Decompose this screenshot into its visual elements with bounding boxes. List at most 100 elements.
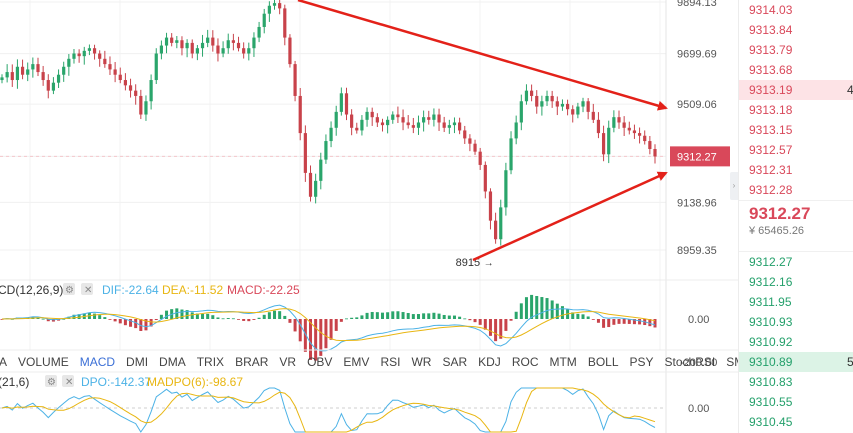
candle-body	[571, 109, 575, 115]
ask-row[interactable]: 9313.18	[739, 100, 853, 120]
settings-icon[interactable]	[45, 375, 57, 387]
macd-bar	[93, 313, 97, 319]
candle-body	[293, 64, 297, 96]
macd-bar	[370, 311, 374, 319]
candle-body	[72, 53, 76, 59]
ask-row[interactable]: 9312.57	[739, 140, 853, 160]
ask-row[interactable]: 9313.79	[739, 40, 853, 60]
bid-row[interactable]: 9312.27	[739, 252, 853, 272]
ask-row[interactable]: 9314.03	[739, 0, 853, 20]
candle-body	[452, 122, 457, 126]
candle-body	[164, 37, 169, 46]
candle-body	[622, 122, 626, 128]
macd-bar	[118, 319, 122, 324]
macd-bar	[627, 319, 631, 324]
macd-bar	[324, 319, 328, 349]
macd-bar	[617, 319, 621, 324]
tab-volume[interactable]: VOLUME	[18, 355, 69, 369]
bid-row[interactable]: 9310.55	[739, 392, 853, 412]
candle-body	[82, 50, 86, 57]
macd-dea-value: DEA:-11.52	[162, 283, 223, 297]
tab-mtm[interactable]: MTM	[549, 355, 577, 369]
tab-rsi[interactable]: RSI	[380, 355, 401, 369]
bid-price: 9310.92	[749, 335, 793, 349]
tab-emv[interactable]: EMV	[343, 355, 370, 369]
candle-body	[113, 69, 117, 75]
tab-dmi[interactable]: DMI	[126, 355, 149, 369]
candle-body	[653, 149, 657, 157]
macd-bar	[334, 319, 338, 331]
ask-row[interactable]: 9313.15	[739, 120, 853, 140]
tab-prefix[interactable]: A	[0, 355, 8, 369]
bid-row[interactable]: 9310.45	[739, 412, 853, 432]
tab-wr[interactable]: WR	[411, 355, 432, 369]
candle-body	[550, 95, 554, 102]
indicator-tabs: A VOLUME MACD DMI DMA TRIX BRAR VR OBV EMV RSI WR SA…	[0, 353, 748, 371]
macd-bar	[386, 312, 390, 319]
candle-body	[123, 80, 128, 86]
chart-area[interactable]: 8915 → 9894.13 9699.69 9509.06 9138.96 8959.3…	[0, 0, 738, 433]
candle-body	[15, 66, 20, 81]
candle-body	[108, 64, 112, 70]
macd-bar	[344, 318, 348, 320]
candle-body	[396, 114, 400, 118]
ask-row[interactable]: 9313.68	[739, 60, 853, 80]
macd-bar	[237, 319, 241, 320]
close-icon-glyph: ✕	[84, 285, 92, 296]
settings-icon-glyph: ⚙	[47, 377, 56, 388]
dpo-title: (21,6)	[0, 375, 29, 389]
bid-row[interactable]: 9311.95	[739, 292, 853, 312]
bid-row[interactable]: 9312.16	[739, 272, 853, 292]
ask-row[interactable]: 9312.28	[739, 180, 853, 200]
ask-row[interactable]: 9313.19 4	[739, 80, 853, 100]
candle-body	[344, 93, 349, 115]
candle-body	[473, 143, 477, 152]
tab-dma[interactable]: DMA	[159, 355, 186, 369]
macd-bar	[134, 319, 138, 329]
tab-macd[interactable]: MACD	[79, 355, 116, 369]
macd-bar	[406, 313, 410, 319]
bid-price: 9312.27	[749, 255, 793, 269]
ask-row[interactable]: 9313.84	[739, 20, 853, 40]
bid-price: 9310.45	[749, 415, 793, 429]
bid-row[interactable]: 9310.92	[739, 332, 853, 352]
tab-roc[interactable]: ROC	[511, 355, 539, 369]
settings-icon[interactable]	[63, 283, 75, 295]
candle-body	[586, 101, 590, 112]
candle-body	[339, 93, 343, 112]
close-icon[interactable]	[62, 375, 74, 387]
close-icon[interactable]	[81, 283, 93, 295]
candle-body	[272, 3, 277, 6]
candle-body	[637, 133, 642, 136]
tab-sar[interactable]: SAR	[442, 355, 468, 369]
candle-body	[406, 122, 410, 126]
tab-obv[interactable]: OBV	[307, 355, 333, 369]
low-marker-arrow-icon: →	[484, 258, 494, 269]
macd-bar	[442, 314, 446, 319]
tab-stochrsi[interactable]: StochRSI	[664, 355, 716, 369]
candle-body	[236, 42, 241, 49]
ask-row[interactable]: 9312.31	[739, 160, 853, 180]
macd-dif-value: DIF:-22.64	[102, 283, 159, 297]
tab-brar[interactable]: BRAR	[235, 355, 269, 369]
macd-bar	[504, 319, 508, 331]
candle-body	[565, 103, 570, 110]
candle-body	[303, 133, 307, 173]
bid-row[interactable]: 9310.93	[739, 312, 853, 332]
candle-body	[499, 207, 503, 240]
candle-body	[298, 95, 302, 134]
bid-row[interactable]: 9310.83	[739, 372, 853, 392]
tab-boll[interactable]: BOLL	[587, 355, 619, 369]
collapse-handle-icon[interactable]: ›	[730, 172, 738, 200]
tab-psy[interactable]: PSY	[629, 355, 654, 369]
tab-trix[interactable]: TRIX	[196, 355, 225, 369]
bid-row[interactable]: 9310.89 5	[739, 352, 853, 372]
tab-kdj[interactable]: KDJ	[478, 355, 501, 369]
candle-body	[242, 48, 246, 54]
candle-body	[324, 141, 328, 160]
candle-body	[257, 26, 261, 38]
macd-bar	[309, 319, 313, 360]
tab-vr[interactable]: VR	[279, 355, 297, 369]
macd-bar	[447, 315, 451, 319]
macd-bar	[221, 318, 225, 320]
